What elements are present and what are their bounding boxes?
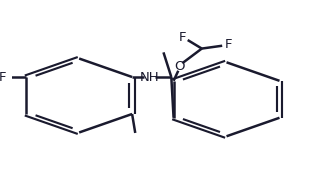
Text: F: F xyxy=(179,31,187,44)
Text: F: F xyxy=(0,70,7,83)
Text: O: O xyxy=(175,60,185,73)
Text: F: F xyxy=(225,38,232,51)
Text: NH: NH xyxy=(140,70,159,83)
